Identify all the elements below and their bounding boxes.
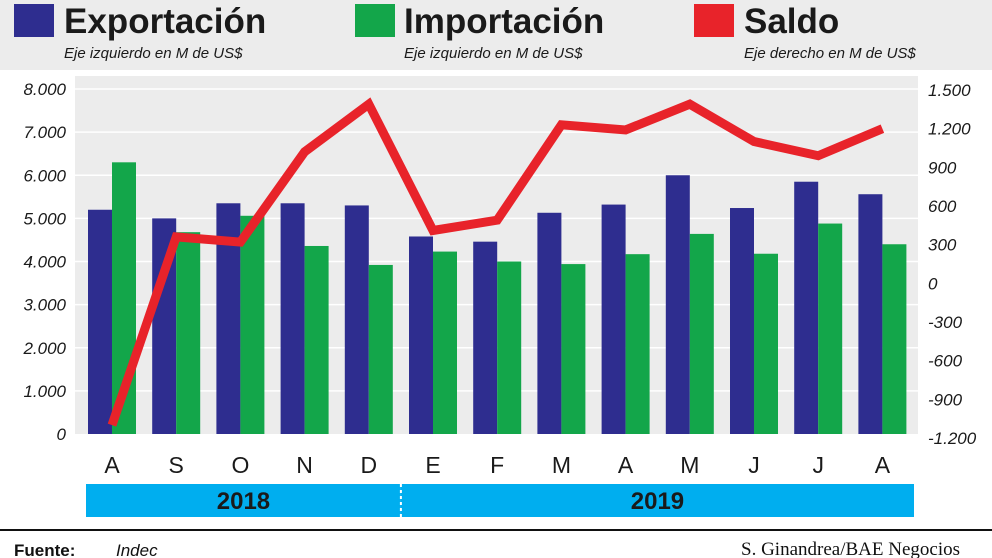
category-label: S bbox=[169, 452, 184, 478]
exportacion-bar bbox=[537, 212, 562, 434]
left-axis-tick: 6.000 bbox=[23, 166, 66, 185]
exportacion-bar bbox=[344, 205, 369, 434]
right-axis-tick: 1.200 bbox=[928, 120, 971, 139]
exportacion-swatch bbox=[14, 4, 54, 37]
exportacion-bar bbox=[409, 236, 433, 434]
source-label: Fuente: bbox=[14, 541, 75, 558]
exportacion-bar bbox=[88, 209, 112, 434]
right-axis-tick: -1.200 bbox=[928, 429, 977, 448]
saldo-swatch bbox=[694, 4, 734, 37]
importacion-bar bbox=[625, 254, 650, 434]
importacion-bar bbox=[882, 244, 907, 434]
year-segment bbox=[86, 484, 401, 517]
year-band: 2018 2019 bbox=[86, 484, 914, 517]
importacion-label: Importación bbox=[404, 2, 604, 41]
left-axis-tick: 4.000 bbox=[23, 253, 66, 272]
importacion-bar bbox=[689, 233, 714, 434]
legend-exportacion: Exportación Eje izquierdo en M de US$ bbox=[14, 2, 266, 62]
saldo-line bbox=[107, 97, 885, 427]
category-label: A bbox=[104, 452, 120, 478]
importacion-bar bbox=[818, 223, 843, 434]
category-label: A bbox=[618, 452, 634, 478]
left-axis-tick: 0 bbox=[57, 425, 67, 444]
category-label: E bbox=[425, 452, 440, 478]
left-axis-tick: 5.000 bbox=[23, 209, 66, 228]
exportacion-bar bbox=[601, 204, 626, 434]
saldo-axis-note: Eje derecho en M de US$ bbox=[744, 45, 916, 62]
right-axis-tick: -600 bbox=[928, 352, 963, 371]
legend-band bbox=[0, 0, 992, 70]
category-label: M bbox=[552, 452, 571, 478]
importacion-bar bbox=[304, 245, 329, 434]
right-axis-tick: 300 bbox=[928, 236, 957, 255]
category-label: A bbox=[875, 452, 891, 478]
category-label: O bbox=[231, 452, 249, 478]
exportacion-axis-note: Eje izquierdo en M de US$ bbox=[64, 45, 243, 62]
exportacion-label: Exportación bbox=[64, 2, 266, 41]
exportacion-bar bbox=[794, 181, 819, 434]
importacion-bar bbox=[561, 264, 586, 434]
importacion-swatch bbox=[355, 4, 395, 37]
importacion-bar bbox=[497, 261, 522, 434]
source-name: Indec bbox=[116, 541, 158, 558]
exportacion-bar bbox=[665, 175, 690, 434]
importacion-bar bbox=[240, 215, 265, 434]
category-label: J bbox=[812, 452, 824, 478]
left-axis-tick: 1.000 bbox=[23, 382, 66, 401]
right-axis-tick: -900 bbox=[928, 390, 963, 409]
importacion-axis-note: Eje izquierdo en M de US$ bbox=[404, 45, 583, 62]
category-label: F bbox=[490, 452, 504, 478]
importacion-bar bbox=[754, 253, 778, 434]
left-axis-tick: 3.000 bbox=[23, 296, 66, 315]
right-axis-ticks: -1.200 -900 -600 -300 0 300 600 900 1.200 1.500 bbox=[928, 81, 977, 448]
bars bbox=[88, 162, 907, 434]
legend-importacion: Importación Eje izquierdo en M de US$ bbox=[355, 2, 604, 62]
category-label: N bbox=[296, 452, 313, 478]
right-axis-tick: -300 bbox=[928, 313, 963, 332]
year-segment bbox=[400, 484, 914, 517]
exportacion-bar bbox=[473, 241, 498, 434]
category-label: M bbox=[680, 452, 699, 478]
category-label: D bbox=[360, 452, 377, 478]
right-axis-tick: 600 bbox=[928, 197, 957, 216]
credit: S. Ginandrea/BAE Negocios bbox=[741, 539, 960, 558]
importacion-bar bbox=[368, 264, 393, 434]
left-axis-tick: 8.000 bbox=[23, 80, 66, 99]
year-label: 2019 bbox=[631, 488, 684, 515]
left-axis-tick: 2.000 bbox=[22, 339, 66, 358]
exportacion-bar bbox=[280, 203, 305, 434]
right-axis-tick: 0 bbox=[928, 274, 938, 293]
importacion-bar bbox=[176, 232, 201, 434]
saldo-label: Saldo bbox=[744, 2, 839, 41]
right-axis-tick: 900 bbox=[928, 158, 957, 177]
left-axis-ticks: 0 1.000 2.000 3.000 4.000 5.000 6.000 7.000 8.00… bbox=[22, 80, 66, 444]
exportacion-bar bbox=[858, 194, 883, 434]
legend-saldo: Saldo Eje derecho en M de US$ bbox=[694, 2, 916, 62]
left-axis-tick: 7.000 bbox=[23, 123, 66, 142]
exportacion-bar bbox=[730, 208, 754, 434]
importacion-bar bbox=[433, 251, 457, 434]
year-label: 2018 bbox=[217, 488, 270, 515]
category-label: J bbox=[748, 452, 760, 478]
right-axis-tick: 1.500 bbox=[928, 81, 971, 100]
